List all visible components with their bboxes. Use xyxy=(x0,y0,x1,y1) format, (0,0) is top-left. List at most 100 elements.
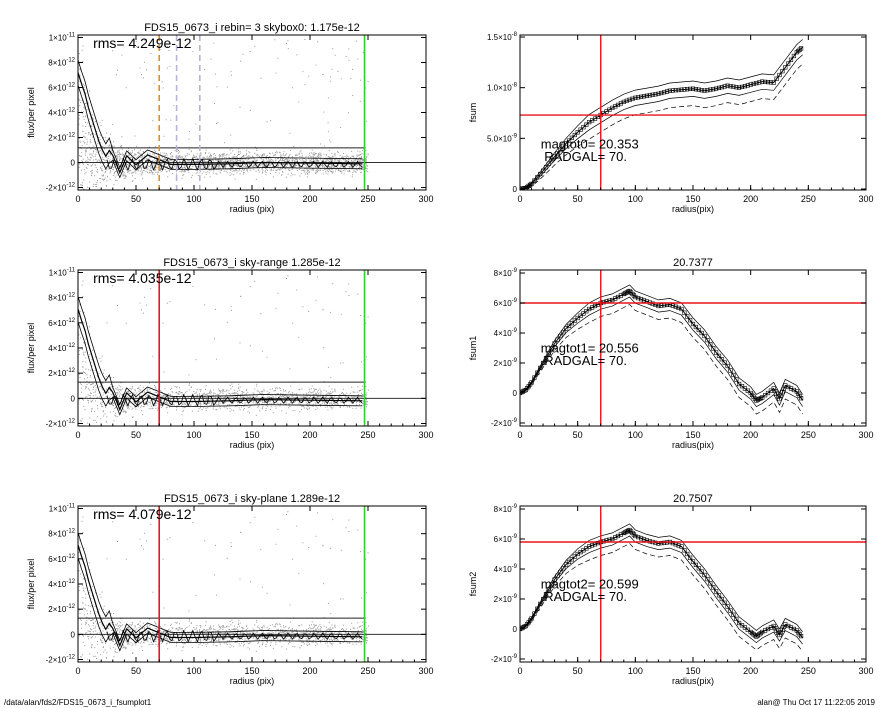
fsum-marker xyxy=(777,632,782,638)
plot-area xyxy=(520,506,866,662)
fsum-marker xyxy=(742,84,747,89)
fsum-marker xyxy=(561,330,566,335)
fsum-marker xyxy=(569,135,574,140)
fsum-marker xyxy=(693,562,698,567)
y-tick-label: -2×10-12 xyxy=(46,183,76,193)
fsum-marker xyxy=(699,569,704,574)
fsum-marker xyxy=(748,82,753,87)
fsum-marker xyxy=(731,84,736,89)
x-tick-label: 300 xyxy=(858,666,873,676)
fsum-marker xyxy=(641,537,647,542)
fsum-marker xyxy=(791,53,796,59)
fsum-marker xyxy=(621,291,626,297)
fsum-marker xyxy=(713,86,719,91)
plot-area xyxy=(78,35,426,190)
fsum-marker xyxy=(739,384,745,389)
fsum-marker xyxy=(569,557,574,562)
plot-area xyxy=(520,35,866,190)
fsum-marker xyxy=(656,91,661,96)
y-tick-label: 0 xyxy=(513,625,518,634)
profile-line-1 xyxy=(78,296,363,406)
x-tick-label: 200 xyxy=(743,194,758,204)
chart-title: 20.7377 xyxy=(673,257,713,269)
magtot-label: magtot2= 20.599 xyxy=(541,576,639,591)
fsum-marker xyxy=(561,144,566,149)
lower-bound-line xyxy=(520,296,803,408)
profile-line-2 xyxy=(78,321,363,416)
fsum-marker xyxy=(696,87,701,92)
fsum-marker xyxy=(685,87,690,92)
fsum-marker xyxy=(624,290,629,295)
fsum-marker xyxy=(676,543,681,548)
fsum-marker xyxy=(572,318,577,323)
fsum-marker xyxy=(765,80,771,85)
fsum-marker xyxy=(636,295,641,301)
fsum-marker xyxy=(552,577,557,582)
chart-title: FDS15_0673_i sky-range 1.285e-12 xyxy=(163,257,340,269)
fsum-marker xyxy=(699,88,704,93)
fsum-marker xyxy=(538,365,543,371)
fsum-marker xyxy=(736,85,742,90)
fsum-marker xyxy=(690,559,696,564)
x-tick-label: 100 xyxy=(186,430,201,440)
x-tick-label: 100 xyxy=(628,666,643,676)
fsum-marker xyxy=(699,330,704,336)
fsum-marker xyxy=(687,86,693,91)
fsum-marker xyxy=(731,372,736,378)
fsum-marker xyxy=(662,90,667,95)
fsum-marker xyxy=(592,303,598,309)
fsum-marker xyxy=(589,305,595,310)
fsum-marker xyxy=(742,625,747,630)
rms-annotation: rms= 4.249e-12 xyxy=(93,35,192,51)
y-tick-label: 8×10-12 xyxy=(48,529,75,539)
fsum-marker xyxy=(549,346,554,351)
fsum-marker xyxy=(558,147,563,153)
fsum-marker xyxy=(529,616,534,621)
fsum-marker xyxy=(739,84,745,89)
fsum-marker xyxy=(687,318,693,323)
y-tick-label: 2×10-12 xyxy=(48,604,75,614)
y-tick-label: 6×10-9 xyxy=(494,298,518,308)
fsum-marker xyxy=(627,97,632,102)
y-axis-label: fsum1 xyxy=(468,336,478,361)
fsum-marker xyxy=(690,321,696,327)
fsum-marker xyxy=(563,326,569,331)
y-tick-label: 2×10-9 xyxy=(494,358,518,368)
fsum-marker xyxy=(682,87,687,92)
fsum-marker xyxy=(719,85,724,90)
chart-title: 20.7507 xyxy=(673,493,713,505)
fsum-marker xyxy=(708,581,713,586)
y-tick-label: 4×10-9 xyxy=(494,564,518,574)
fsum-marker xyxy=(798,633,804,639)
fsum-line xyxy=(520,46,803,190)
fsum-marker xyxy=(775,394,781,399)
fsum-marker xyxy=(702,333,707,339)
fsum-marker xyxy=(558,333,563,339)
fsum-marker xyxy=(702,88,707,93)
y-tick-label: 1.0×10-8 xyxy=(487,83,518,93)
fsum-marker xyxy=(638,536,644,541)
fsum-marker xyxy=(653,540,658,545)
fsum-marker xyxy=(760,395,765,400)
fsum-marker xyxy=(676,87,681,93)
y-tick-label: 4×10-12 xyxy=(48,579,75,589)
fsum-marker xyxy=(633,533,638,539)
fsum-marker xyxy=(794,50,799,55)
y-tick-label: 1×10-11 xyxy=(49,33,76,43)
radgal-label: RADGAL= 70. xyxy=(544,353,627,368)
x-tick-label: 0 xyxy=(75,666,80,676)
fsum-marker xyxy=(532,178,537,183)
profile-line-0 xyxy=(78,544,363,648)
x-tick-label: 300 xyxy=(418,194,433,204)
fsum-marker xyxy=(659,90,664,96)
x-tick-label: 200 xyxy=(743,430,758,440)
fsum-marker xyxy=(765,390,771,396)
x-tick-label: 100 xyxy=(628,194,643,204)
fsum-marker xyxy=(641,94,647,99)
fsum-marker xyxy=(768,80,773,85)
axes-frame xyxy=(519,34,867,191)
fsum-marker xyxy=(656,303,661,309)
